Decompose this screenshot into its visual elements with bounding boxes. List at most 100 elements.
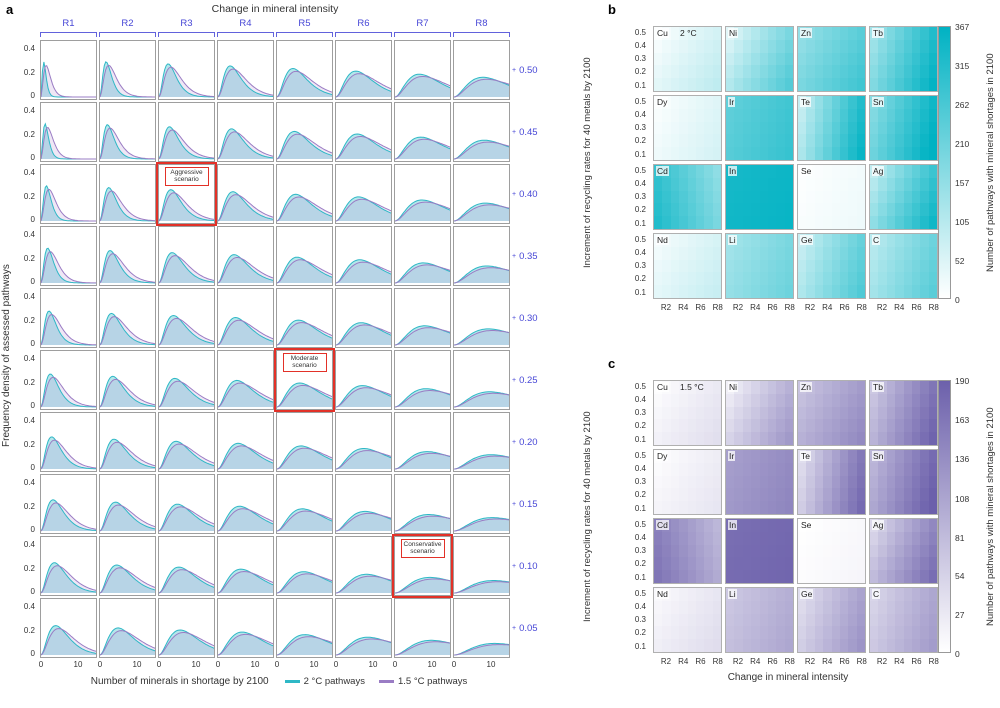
heatmap-cell bbox=[759, 285, 768, 298]
metal-label: Ag bbox=[872, 520, 885, 530]
heatmap-cell bbox=[751, 190, 760, 204]
heatmap-cell bbox=[784, 285, 793, 298]
heatmap-cell bbox=[695, 475, 705, 489]
heatmap-cell bbox=[928, 27, 937, 40]
heatmap-cell bbox=[856, 419, 865, 433]
y-axis-ticks: 0.4 0.2 0 bbox=[14, 102, 38, 162]
heatmap-cell bbox=[734, 519, 743, 532]
heatmap-cell bbox=[839, 272, 849, 286]
heatmap-cell bbox=[798, 121, 807, 135]
panel-b: b Increment of recycling rates for 40 me… bbox=[552, 0, 1000, 352]
heatmap-cell bbox=[798, 544, 807, 558]
heatmap-cells bbox=[870, 27, 937, 91]
heatmap-cell bbox=[848, 393, 857, 407]
heatmap-cell bbox=[903, 39, 912, 53]
colorbar-tick-label: 315 bbox=[955, 60, 970, 71]
heatmap-cell bbox=[767, 65, 777, 79]
heatmap-cell bbox=[848, 531, 857, 545]
heatmap-cell bbox=[831, 96, 840, 109]
heatmap-x-ticks: R2 R4 R6 R8 bbox=[725, 656, 795, 668]
heatmap-cell bbox=[734, 450, 743, 463]
heatmap-cell bbox=[751, 203, 760, 217]
density-subplot-r5-0.35 bbox=[276, 226, 333, 286]
heatmap-cell bbox=[823, 381, 832, 394]
y-tick-label: 0.2 bbox=[634, 205, 646, 215]
heatmap-cell bbox=[662, 78, 671, 91]
column-header-r2: R2 bbox=[121, 18, 134, 29]
heatmap-cell bbox=[911, 190, 921, 204]
colorbar-tick-label: 0 bbox=[955, 649, 960, 659]
heatmap-cell bbox=[734, 406, 743, 420]
heatmap-cell bbox=[654, 39, 663, 53]
heatmap-cell bbox=[831, 108, 840, 122]
heatmap-cell bbox=[679, 639, 688, 652]
heatmap-cell bbox=[886, 246, 896, 260]
heatmap-cell bbox=[662, 190, 671, 204]
heatmap-cell bbox=[886, 134, 896, 148]
row-label-0.25: +0.25 bbox=[512, 374, 538, 386]
density-subplot-r6-0.40 bbox=[335, 164, 392, 224]
density-subplot-r4-0.30 bbox=[217, 288, 274, 348]
heatmap-cell bbox=[814, 588, 824, 601]
heatmap-cell bbox=[878, 475, 887, 489]
heatmap-cell bbox=[759, 419, 768, 433]
heatmap-cell bbox=[704, 27, 713, 40]
heatmap-cell bbox=[814, 216, 824, 229]
heatmap-cell bbox=[831, 462, 840, 476]
heatmap-cell bbox=[895, 570, 904, 583]
heatmap-cell bbox=[742, 626, 752, 640]
heatmap-cell bbox=[920, 393, 929, 407]
x-axis-ticks: 0 10 bbox=[452, 660, 510, 672]
heatmap-cell bbox=[848, 203, 857, 217]
heatmap-cell bbox=[662, 557, 671, 571]
heatmap-cell bbox=[670, 285, 680, 298]
heatmap-cell bbox=[776, 177, 785, 191]
heatmap-cell bbox=[928, 190, 937, 204]
heatmap-cell bbox=[814, 531, 824, 545]
heatmap-cell bbox=[920, 381, 929, 394]
heatmap-cell bbox=[742, 557, 752, 571]
heatmap-cell bbox=[662, 475, 671, 489]
heatmap-cell bbox=[839, 108, 849, 122]
y-tick-label: 0.3 bbox=[634, 477, 646, 487]
heatmap-cell bbox=[814, 475, 824, 489]
heatmap-cell bbox=[814, 557, 824, 571]
heatmap-cell bbox=[928, 462, 937, 476]
heatmap-cell bbox=[759, 177, 768, 191]
metal-label: Zn bbox=[800, 382, 812, 392]
heatmap-cell bbox=[831, 626, 840, 640]
heatmap-cell bbox=[886, 600, 896, 614]
heatmap-cell bbox=[687, 600, 696, 614]
heatmap-cell bbox=[823, 393, 832, 407]
heatmap-cell bbox=[726, 285, 735, 298]
heatmap-cell bbox=[878, 544, 887, 558]
heatmap-cell bbox=[870, 190, 879, 204]
heatmap-cell bbox=[751, 121, 760, 135]
heatmap-cell bbox=[814, 570, 824, 583]
y-tick-label: 0.2 bbox=[634, 67, 646, 77]
heatmap-cell bbox=[670, 203, 680, 217]
heatmap-cell bbox=[759, 501, 768, 514]
heatmap-cell bbox=[734, 259, 743, 273]
heatmap-cell bbox=[798, 639, 807, 652]
heatmap-cell bbox=[856, 285, 865, 298]
heatmap-cell bbox=[814, 519, 824, 532]
heatmap-cell bbox=[928, 52, 937, 66]
heatmap-cell bbox=[734, 234, 743, 247]
heatmap-cell bbox=[679, 147, 688, 160]
heatmap-cell bbox=[839, 432, 849, 445]
heatmap-cell bbox=[920, 544, 929, 558]
x-tick-label: R6 bbox=[911, 303, 922, 312]
heatmap-cell bbox=[831, 531, 840, 545]
panel-a-footer: Number of minerals in shortage by 2100 2… bbox=[14, 676, 544, 687]
heatmap-tile-zn: Zn bbox=[797, 380, 866, 446]
metal-label: Zn bbox=[800, 28, 812, 38]
colorbar-tick-label: 190 bbox=[955, 376, 970, 386]
heatmap-cell bbox=[911, 613, 921, 627]
heatmap-tile-in: In bbox=[725, 518, 794, 584]
heatmap-cell bbox=[823, 450, 832, 463]
heatmap-cell bbox=[679, 52, 688, 66]
heatmap-cell bbox=[886, 531, 896, 545]
heatmap-cell bbox=[928, 134, 937, 148]
heatmap-cell bbox=[814, 96, 824, 109]
